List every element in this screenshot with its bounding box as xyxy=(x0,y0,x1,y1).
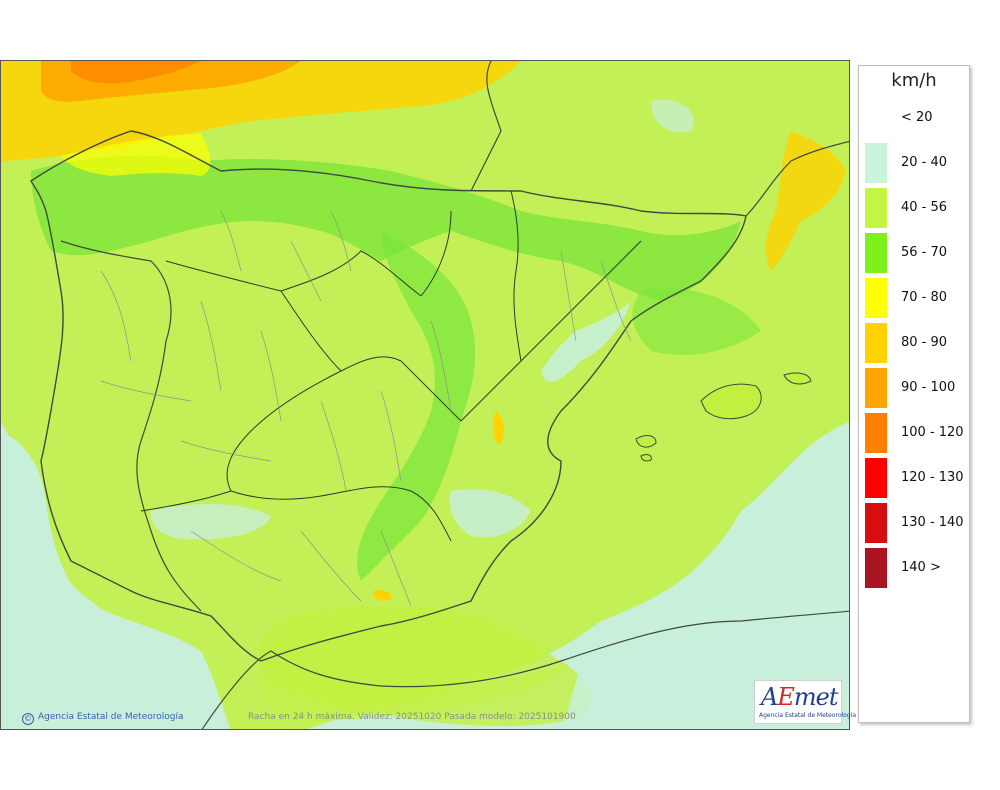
legend-swatch xyxy=(865,98,887,138)
wind-field-40-56 xyxy=(1,61,849,729)
wind-field-20-40-east xyxy=(601,493,849,631)
legend-item: < 20 xyxy=(863,98,968,138)
wind-field-56-70-iberian xyxy=(357,231,476,581)
logo-subtitle: Agencia Estatal de Meteorología xyxy=(759,712,856,719)
legend-label: 130 - 140 xyxy=(901,515,964,530)
legend-item: 120 - 130 xyxy=(863,458,968,498)
border-provinces xyxy=(100,210,632,607)
legend-label: 40 - 56 xyxy=(901,200,948,215)
copyright-credit: © Agencia Estatal de Meteorología xyxy=(22,712,184,725)
wind-field-56-70-ne xyxy=(632,288,761,355)
wind-field-20-40-murcia xyxy=(449,489,531,538)
island-menorca xyxy=(783,372,812,385)
legend-swatch xyxy=(865,413,887,453)
island-formentera xyxy=(640,454,652,462)
wind-field-80-90-south xyxy=(373,589,392,601)
wind-field-20-40-valencia xyxy=(541,301,631,382)
legend-swatch xyxy=(865,323,887,363)
legend-swatch xyxy=(865,548,887,588)
legend-label: 90 - 100 xyxy=(901,380,956,395)
legend-unit: km/h xyxy=(891,70,937,91)
legend-swatch xyxy=(865,188,887,228)
map-canvas xyxy=(1,61,849,729)
legend-swatch xyxy=(865,503,887,543)
legend-item: 100 - 120 xyxy=(863,413,968,453)
legend-swatch xyxy=(865,368,887,408)
legend-item: 140 > xyxy=(863,548,968,588)
legend-swatch xyxy=(865,143,887,183)
island-ibiza xyxy=(635,435,657,448)
copyright-icon: © xyxy=(22,713,34,725)
legend-label: 140 > xyxy=(901,560,941,575)
wind-field-20-40-guadalquivir xyxy=(150,504,271,540)
legend-label: 20 - 40 xyxy=(901,155,948,170)
legend-swatch xyxy=(865,278,887,318)
coastline-peninsula xyxy=(30,130,747,662)
legend-item: 90 - 100 xyxy=(863,368,968,408)
wind-field-100-120-biscay xyxy=(71,61,201,84)
legend-label: 100 - 120 xyxy=(901,425,964,440)
legend-item: 70 - 80 xyxy=(863,278,968,318)
wind-field-70-80-coast xyxy=(61,133,211,176)
legend-swatch xyxy=(865,458,887,498)
legend-item: 56 - 70 xyxy=(863,233,968,273)
legend-panel: km/h < 20 20 - 40 40 - 56 56 - 70 70 - 80 80 … xyxy=(858,65,970,723)
wind-field-56-70-north xyxy=(31,155,741,301)
border-communities xyxy=(140,190,642,542)
legend-item: 20 - 40 xyxy=(863,143,968,183)
legend-label: 80 - 90 xyxy=(901,335,948,350)
wind-field-20-40-north xyxy=(651,100,694,133)
land-africa xyxy=(260,661,571,723)
map-caption: Racha en 24 h máxima. Validez: 20251020 … xyxy=(248,712,576,722)
legend-label: 120 - 130 xyxy=(901,470,964,485)
legend-label: 56 - 70 xyxy=(901,245,948,260)
border-france xyxy=(470,61,502,192)
aemet-logo: AEmet Agencia Estatal de Meteorología xyxy=(754,680,856,724)
legend-label: 70 - 80 xyxy=(901,290,948,305)
logo-mark: AEmet xyxy=(761,683,838,711)
wind-gust-map xyxy=(0,60,850,730)
legend-item: 80 - 90 xyxy=(863,323,968,363)
wind-field-80-90-iberian xyxy=(493,411,504,446)
coastline-africa xyxy=(201,610,849,729)
coastline-france xyxy=(745,140,849,217)
legend-item: 40 - 56 xyxy=(863,188,968,228)
legend-label: < 20 xyxy=(901,110,933,125)
credit-text: Agencia Estatal de Meteorología xyxy=(38,712,184,722)
wind-field-20-40-atlantic xyxy=(1,431,211,729)
island-mallorca xyxy=(700,383,762,420)
legend-swatch xyxy=(865,233,887,273)
legend-item: 130 - 140 xyxy=(863,503,968,543)
